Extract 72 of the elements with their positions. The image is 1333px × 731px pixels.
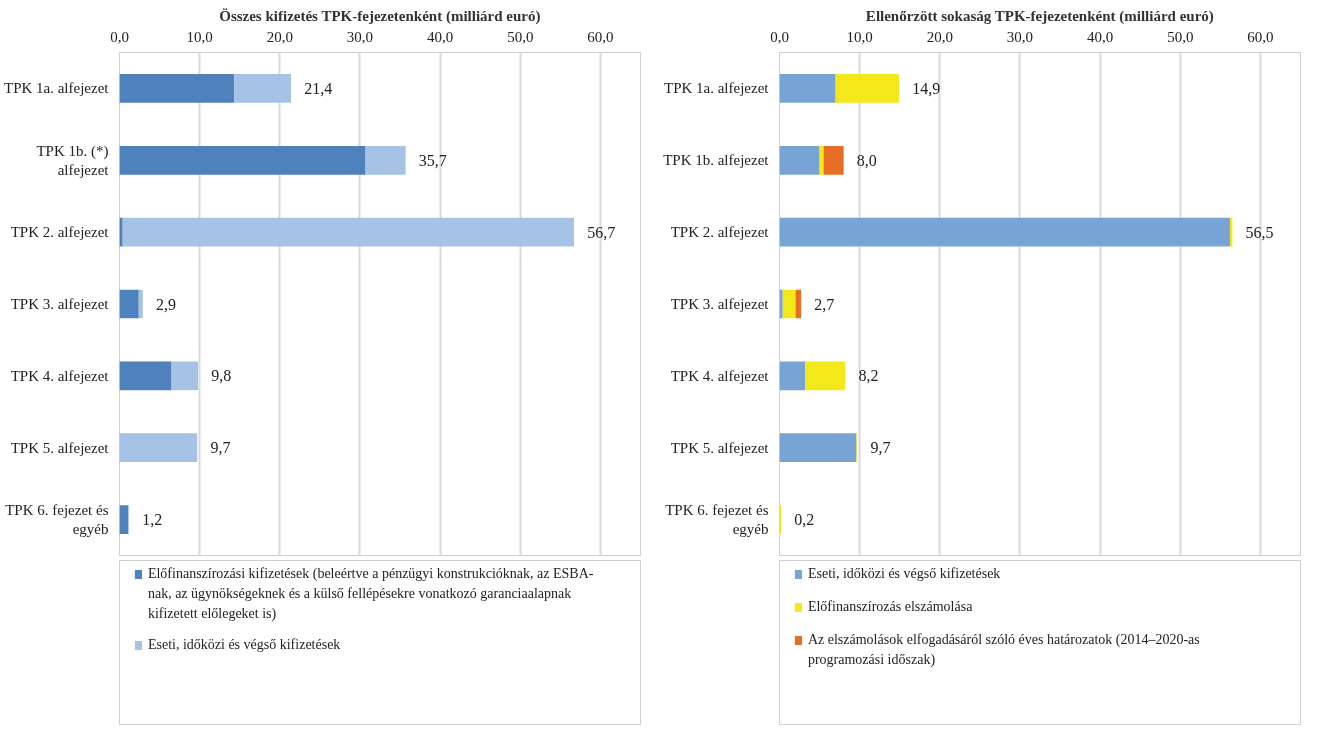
bar [779,217,1230,247]
y-tick-label: TPK 1a. alfejezet [663,80,770,97]
total-label: 2,9 [155,295,176,313]
bar [805,361,846,391]
total-label: 9,7 [210,439,231,457]
y-tick-label: TPK 4. alfejezet [670,367,770,384]
total-label: 21,4 [304,79,333,97]
bar [823,145,844,175]
x-tick-label: 60,0 [1247,28,1274,45]
bar [119,505,129,534]
total-label: 14,9 [912,79,941,97]
y-tick-label: TPK 1a. alfejezet [3,80,110,97]
x-tick-label: 0,0 [110,28,129,45]
total-label: 2,7 [814,295,835,313]
total-label: 1,2 [142,511,163,529]
x-tick-label: 30,0 [1006,28,1034,45]
x-tick-label: 10,0 [846,28,873,45]
bar [779,145,820,175]
x-tick-label: 40,0 [1086,28,1114,45]
chart-title: Ellenőrzött sokaság TPK-fejezetenként (milliárd euró) [865,7,1214,25]
legend-label: Előfinanszírozási kifizetések (beleértve a pénzügyi konstrukcióknak, az ESBA-nak, az ügynökségeknek és a külső fellépésekre vonatkozó garanciaalapnak kifizetett előlegeket is) [147,565,594,622]
bar [819,145,824,175]
x-tick-label: 30,0 [346,28,374,45]
total-label: 0,2 [794,511,815,529]
x-tick-label: 10,0 [186,28,213,45]
x-tick-label: 50,0 [507,28,534,45]
y-tick-label: TPK 5. alfejezet [10,439,110,456]
total-label: 8,2 [858,367,879,385]
bar [779,361,806,391]
y-tick-label: TPK 2. alfejezet [670,224,770,241]
y-tick-label: TPK 6. fejezet és egyéb [665,501,769,538]
legend-label: Előfinanszírozás elszámolása [807,598,974,614]
x-tick-label: 60,0 [587,28,614,45]
bar [119,289,139,319]
bar [119,361,172,391]
bar [782,289,796,319]
y-tick-label: TPK 3. alfejezet [670,296,770,312]
y-tick-label: TPK 6. fejezet és egyéb [5,501,109,538]
bar [835,74,899,103]
x-tick-label: 0,0 [770,28,789,45]
total-label: 8,0 [856,151,877,169]
y-tick-label: TPK 3. alfejezet [10,296,110,312]
total-label: 9,7 [870,439,891,457]
bar [234,74,292,103]
x-tick-label: 20,0 [266,28,293,45]
y-tick-label: TPK 2. alfejezet [10,224,110,241]
y-tick-label: TPK 1b. (*) alfejezet [36,142,110,178]
legend-label: Az elszámolások elfogadásáról szóló éves határozatok (2014–2020-as programozási időszak) [807,631,1200,668]
bar [119,217,123,247]
chart-title: Összes kifizetés TPK-fejezetenként (milliárd euró) [219,7,541,25]
bar [122,217,574,247]
bar [779,74,836,103]
x-tick-label: 40,0 [426,28,454,45]
total-label: 56,7 [587,223,616,241]
x-tick-label: 50,0 [1167,28,1194,45]
total-label: 9,8 [211,367,232,385]
bar [171,361,199,391]
legend-label: Eseti, időközi és végső kifizetések [807,565,1001,581]
y-tick-label: TPK 4. alfejezet [10,367,110,384]
y-tick-label: TPK 1b. alfejezet [663,152,770,169]
total-label: 56,5 [1245,223,1274,241]
bar [365,145,406,175]
legend-label: Eseti, időközi és végső kifizetések [147,636,341,652]
bar [779,433,857,463]
bar [119,74,235,103]
y-tick-label: TPK 5. alfejezet [670,439,770,456]
bar [119,145,366,175]
total-label: 35,7 [418,151,447,169]
bar [779,289,783,319]
x-tick-label: 20,0 [926,28,953,45]
bar [138,289,143,319]
bar [119,433,198,463]
